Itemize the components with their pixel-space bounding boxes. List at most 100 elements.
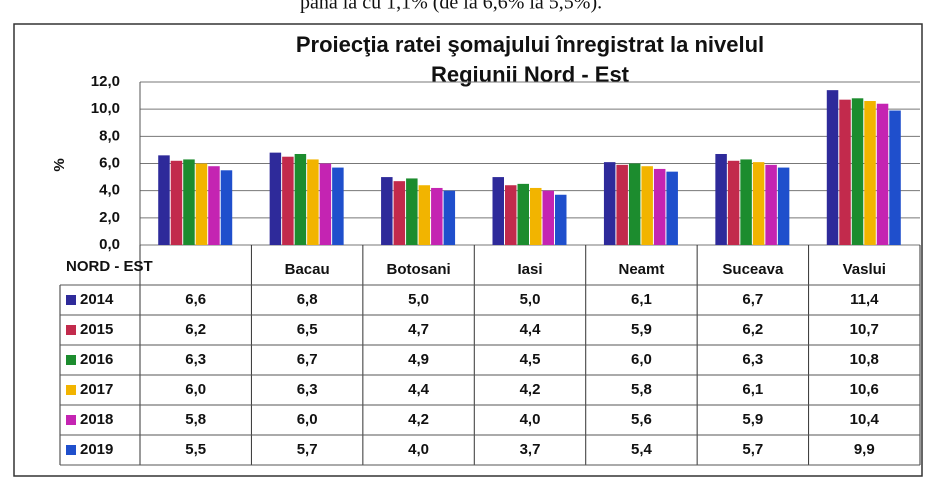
data-label: 5,0: [520, 291, 541, 308]
data-label: 4,2: [520, 381, 541, 398]
bar: [864, 101, 876, 246]
y-tick-label: 2,0: [99, 209, 120, 226]
data-label: 5,5: [185, 441, 206, 458]
bar: [542, 190, 554, 245]
legend-swatch: [66, 295, 76, 305]
bar: [183, 159, 195, 245]
data-label: 10,8: [850, 351, 879, 368]
bar: [492, 177, 504, 245]
legend-swatch: [66, 385, 76, 395]
legend-label: 2014: [80, 291, 114, 308]
data-label: 5,7: [297, 441, 318, 458]
bar: [555, 194, 567, 245]
bar: [752, 162, 765, 245]
data-label: 4,5: [520, 351, 541, 368]
bar: [727, 160, 740, 245]
bar: [282, 156, 294, 245]
bar: [826, 90, 839, 246]
bar: [653, 168, 666, 245]
data-label: 9,9: [854, 441, 875, 458]
x-tick-label: Vaslui: [843, 261, 886, 278]
bar: [876, 103, 889, 245]
data-label: 5,9: [742, 411, 763, 428]
data-label: 6,7: [742, 291, 763, 308]
data-label: 5,8: [631, 381, 652, 398]
data-label: 4,2: [408, 411, 429, 428]
data-label: 6,0: [631, 351, 652, 368]
data-label: 4,0: [408, 441, 429, 458]
x-tick-label: Botosani: [386, 261, 450, 278]
chart-title: Regiunii Nord - Est: [431, 62, 630, 87]
y-tick-label: 4,0: [99, 182, 120, 199]
bar: [603, 162, 616, 245]
x-tick-label: Bacau: [285, 261, 330, 278]
legend-label: 2018: [80, 411, 113, 428]
bar: [616, 164, 628, 245]
bar: [889, 110, 901, 246]
bar: [307, 159, 319, 245]
legend-label: 2015: [80, 321, 113, 338]
bar: [530, 187, 542, 245]
bar: [666, 171, 678, 245]
x-tick-label: Iasi: [517, 261, 542, 278]
data-label: 6,2: [185, 321, 206, 338]
bar: [839, 99, 851, 246]
bar: [381, 177, 393, 245]
bar: [505, 185, 517, 245]
bar: [517, 183, 529, 245]
chart-title: Proiecţia ratei şomajului înregistrat la…: [296, 32, 764, 57]
data-label: 5,6: [631, 411, 652, 428]
legend-label: 2017: [80, 381, 113, 398]
x-tick-label: Suceava: [722, 261, 784, 278]
bar: [269, 152, 282, 245]
bar: [406, 178, 418, 245]
data-label: 4,7: [408, 321, 429, 338]
data-label: 4,9: [408, 351, 429, 368]
data-label: 5,4: [631, 441, 653, 458]
bar: [715, 153, 727, 245]
y-tick-label: 12,0: [91, 73, 120, 90]
bar: [628, 163, 641, 245]
data-label: 5,9: [631, 321, 652, 338]
bar: [777, 167, 790, 245]
bar: [170, 160, 183, 245]
data-label: 5,8: [185, 411, 206, 428]
data-label: 4,4: [520, 321, 542, 338]
data-label: 4,4: [408, 381, 430, 398]
bar: [443, 190, 456, 245]
data-label: 6,3: [297, 381, 318, 398]
data-label: 6,3: [185, 351, 206, 368]
data-label: 6,5: [297, 321, 318, 338]
legend-swatch: [66, 445, 76, 455]
x-tick-label: Neamt: [618, 261, 664, 278]
y-tick-label: 8,0: [99, 127, 120, 144]
data-label: 4,0: [520, 411, 541, 428]
legend-swatch: [66, 415, 76, 425]
y-tick-label: 10,0: [91, 100, 120, 117]
data-label: 10,6: [850, 381, 879, 398]
data-label: 6,6: [185, 291, 206, 308]
bar: [195, 163, 208, 245]
bar: [319, 163, 332, 245]
data-label: 6,1: [631, 291, 652, 308]
x-tick-label: NORD - EST: [66, 258, 153, 275]
y-axis-label: %: [51, 158, 68, 171]
data-label: 3,7: [520, 441, 541, 458]
data-label: 6,8: [297, 291, 318, 308]
y-tick-label: 6,0: [99, 154, 120, 171]
bar: [332, 167, 344, 245]
bar: [294, 153, 307, 245]
data-label: 10,4: [850, 411, 880, 428]
data-label: 6,0: [185, 381, 206, 398]
y-tick-label: 0,0: [99, 236, 120, 253]
data-label: 11,4: [850, 291, 879, 308]
legend-swatch: [66, 355, 76, 365]
legend-label: 2016: [80, 351, 113, 368]
bar: [431, 187, 443, 245]
bar: [158, 155, 170, 245]
bar: [641, 166, 653, 245]
chart-frame: [13, 23, 923, 477]
bar: [393, 181, 406, 245]
bar: [418, 185, 431, 245]
